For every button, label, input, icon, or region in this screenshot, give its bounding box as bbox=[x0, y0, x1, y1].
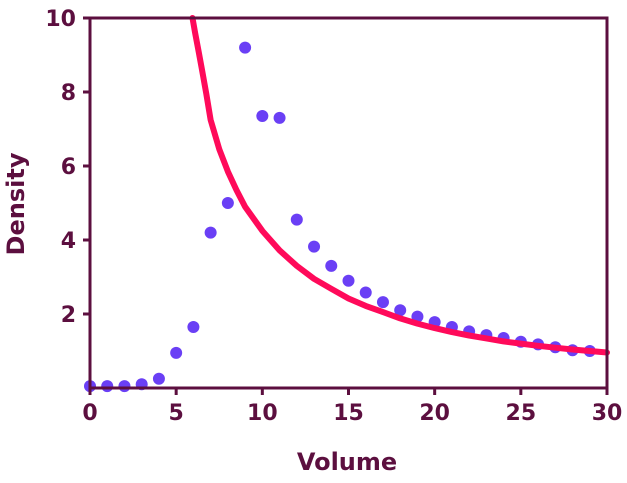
y-axis-title: Density bbox=[2, 152, 30, 255]
data-point bbox=[204, 226, 217, 239]
data-point bbox=[273, 111, 286, 124]
plot-frame bbox=[88, 16, 609, 390]
data-point bbox=[187, 320, 200, 333]
fit-curve bbox=[189, 15, 610, 356]
data-point bbox=[325, 259, 338, 272]
data-point bbox=[118, 380, 131, 393]
data-point bbox=[376, 296, 389, 309]
y-tick-label: 2 bbox=[61, 303, 76, 328]
x-axis-title: Volume bbox=[297, 448, 397, 476]
y-tick-label: 6 bbox=[61, 155, 76, 180]
data-point bbox=[359, 286, 372, 299]
plot-area bbox=[84, 15, 610, 393]
x-tick-label: 25 bbox=[506, 401, 537, 426]
data-point bbox=[101, 380, 114, 393]
data-point bbox=[308, 240, 321, 253]
data-point bbox=[394, 304, 407, 317]
y-tick-label: 4 bbox=[61, 229, 76, 254]
x-tick-label: 10 bbox=[247, 401, 278, 426]
x-tick-label: 5 bbox=[169, 401, 184, 426]
y-tick-label: 8 bbox=[61, 81, 76, 106]
data-point bbox=[239, 41, 252, 54]
x-tick-label: 30 bbox=[592, 401, 623, 426]
data-point bbox=[290, 213, 303, 226]
data-point bbox=[221, 197, 234, 209]
x-tick-label: 0 bbox=[82, 401, 97, 426]
data-point bbox=[152, 372, 165, 385]
y-tick-label: 10 bbox=[45, 7, 76, 32]
data-point bbox=[342, 274, 355, 287]
data-point bbox=[256, 110, 269, 123]
data-point bbox=[170, 346, 183, 359]
x-tick-label: 20 bbox=[419, 401, 450, 426]
x-tick-label: 15 bbox=[333, 401, 364, 426]
axis-ticks: 0 5 10 15 20 25 30 2 4 6 8 10 bbox=[45, 7, 622, 426]
